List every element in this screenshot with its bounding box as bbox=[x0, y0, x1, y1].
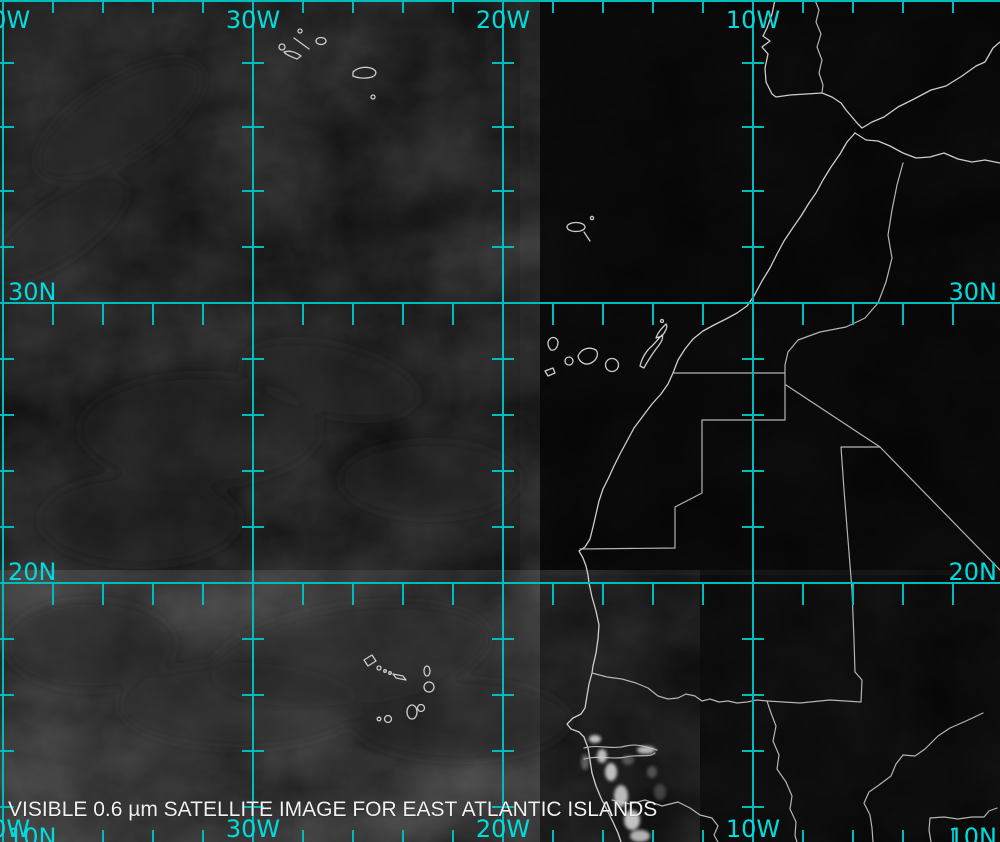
mauritania-mali-border bbox=[766, 446, 881, 704]
cape-verde-islands bbox=[363, 654, 435, 724]
senegal-mali-border bbox=[766, 700, 798, 842]
senegal-river-border bbox=[591, 672, 768, 704]
mali-guinea-border bbox=[863, 712, 984, 842]
bright-clouds bbox=[581, 735, 666, 842]
geography-layer bbox=[278, 0, 1000, 842]
grid-label-top-30W: 30W bbox=[226, 6, 280, 34]
morocco-atlantic-coastline bbox=[566, 132, 856, 842]
guinea-borders bbox=[928, 807, 998, 842]
caption-block: VISIBLE 0.6 µm SATELLITE IMAGE FOR EAST … bbox=[8, 756, 657, 842]
algeria-mauritania-border bbox=[785, 384, 881, 448]
grid-label-bottom-40W: 40W bbox=[0, 815, 30, 842]
grid-label-right-30N: 30N bbox=[949, 278, 998, 306]
north-africa-mediterranean-coastline bbox=[854, 132, 1000, 164]
iberia-coastline bbox=[761, 0, 1000, 129]
senegal-guinea-border bbox=[611, 799, 719, 842]
grid-label-top-10W: 10W bbox=[726, 6, 780, 34]
grid-label-left-30N: 30N bbox=[8, 278, 57, 306]
grid-label-bottom-10W: 10W bbox=[726, 815, 780, 842]
grid-label-bottom-20W: 20W bbox=[476, 815, 530, 842]
grid-label-bottom-30W: 30W bbox=[226, 815, 280, 842]
azores-islands bbox=[278, 28, 377, 100]
algeria-mali-border bbox=[879, 446, 1000, 571]
grid-label-right-10N: 10N bbox=[949, 823, 998, 842]
grid-label-top-40W: 40W bbox=[0, 6, 30, 34]
grid-label-right-20N: 20N bbox=[949, 558, 998, 586]
madeira-islands bbox=[566, 215, 595, 242]
grid-label-left-10N: 10N bbox=[8, 823, 57, 842]
canary-islands bbox=[544, 318, 668, 377]
caption-title: VISIBLE 0.6 µm SATELLITE IMAGE FOR EAST … bbox=[8, 798, 658, 821]
grid-label-top-20W: 20W bbox=[476, 6, 530, 34]
cloud-wisps bbox=[0, 60, 570, 760]
morocco-algeria-border bbox=[784, 162, 904, 374]
portugal-spain-border bbox=[814, 0, 824, 94]
grid-label-left-20N: 20N bbox=[8, 558, 57, 586]
western-sahara-borders bbox=[579, 372, 786, 550]
